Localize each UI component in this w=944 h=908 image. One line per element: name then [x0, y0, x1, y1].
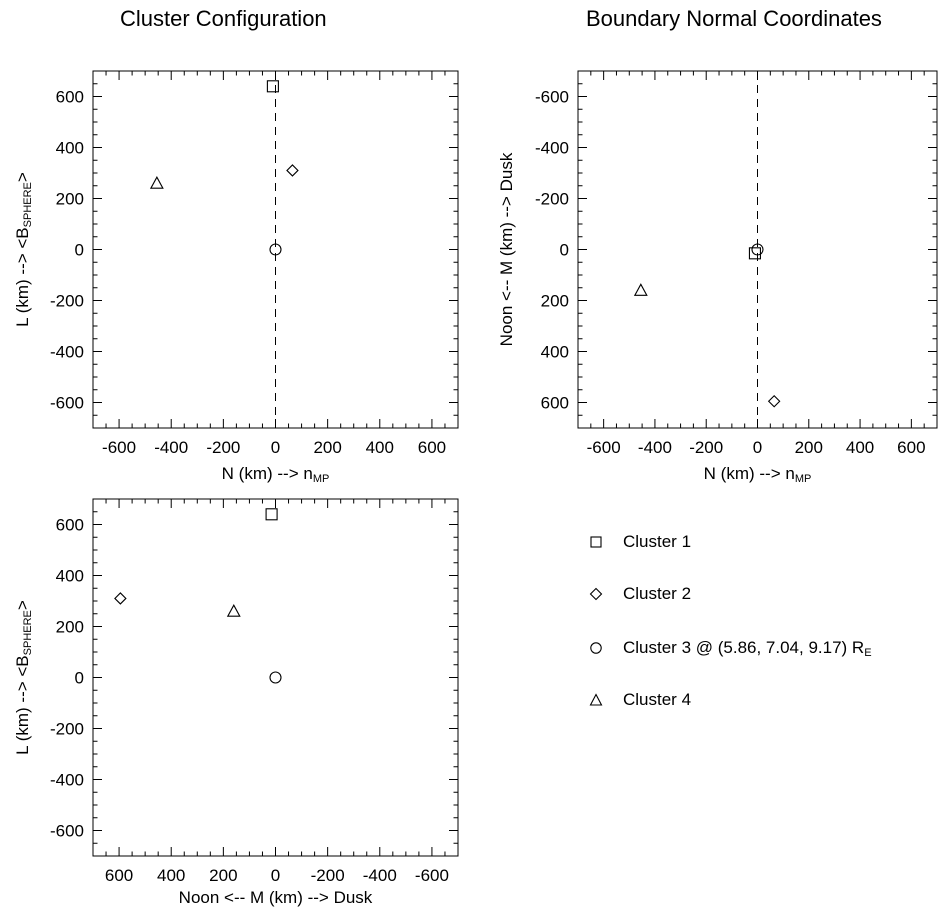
point-cluster-3: [751, 243, 764, 256]
x-tick-label: 600: [897, 438, 925, 457]
y-tick-label: 400: [56, 567, 84, 586]
y-tick-label: 0: [560, 241, 569, 260]
y-tick-label: 600: [56, 88, 84, 107]
y-tick-label: -600: [535, 88, 569, 107]
x-tick-label: -600: [587, 438, 621, 457]
x-tick-label: -600: [415, 866, 449, 885]
point-cluster-3: [269, 671, 282, 684]
diamond-icon: [589, 587, 603, 601]
x-tick-label: 0: [753, 438, 762, 457]
left-column-title: Cluster Configuration: [120, 6, 327, 31]
scatter-panel-n-m: -600 -400 -200 0 200 400 600 -600 -400 -200 0 200 40…: [497, 70, 938, 485]
y-tick-label: -200: [50, 292, 84, 311]
x-tick-label: 0: [271, 438, 280, 457]
y-tick-label: -400: [50, 771, 84, 790]
x-tick-label: 600: [418, 438, 446, 457]
x-tick-label: -400: [363, 866, 397, 885]
x-tick-label: 600: [105, 866, 133, 885]
plot-frame: [92, 498, 459, 857]
y-tick-label: 400: [541, 343, 569, 362]
plot-frame: [92, 70, 459, 429]
point-cluster-1: [265, 508, 278, 521]
point-cluster-1: [266, 80, 279, 93]
x-axis-label: N (km) --> nMP: [222, 464, 330, 485]
y-axis-label: Noon <-- M (km) --> Dusk: [497, 152, 516, 346]
y-axis-label: L (km) --> <BSPHERE>: [13, 172, 34, 327]
x-axis-label: N (km) --> nMP: [704, 464, 812, 485]
y-tick-label: -600: [50, 822, 84, 841]
point-cluster-2: [114, 592, 127, 605]
x-tick-label: 200: [209, 866, 237, 885]
y-tick-label: 200: [541, 292, 569, 311]
y-tick-label: -600: [50, 394, 84, 413]
x-tick-label: -200: [311, 866, 345, 885]
y-tick-label: -200: [535, 190, 569, 209]
legend-item-cluster-1: Cluster 1: [587, 530, 691, 554]
right-column-title: Boundary Normal Coordinates: [586, 6, 882, 31]
plot-frame: [577, 70, 938, 429]
x-axis-label: Noon <-- M (km) --> Dusk: [179, 888, 373, 907]
x-tick-label: 200: [795, 438, 823, 457]
x-tick-label: 400: [846, 438, 874, 457]
legend-label-cluster-4: Cluster 4: [623, 689, 692, 709]
x-tick-label: 400: [366, 438, 394, 457]
y-tick-label: 0: [75, 241, 84, 260]
y-tick-label: -200: [50, 720, 84, 739]
y-tick-label: 0: [75, 669, 84, 688]
scatter-panel-n-l: -600 -400 -200 0 200 400 600 -600 -400 -200 0 200 40…: [13, 70, 459, 485]
y-tick-label: -400: [535, 139, 569, 158]
point-cluster-4: [633, 283, 648, 296]
legend-item-cluster-3: Cluster 3 @ (5.86, 7.04, 9.17) RE: [587, 636, 872, 660]
y-axis-label: L (km) --> <BSPHERE>: [13, 600, 34, 755]
x-tick-label: 400: [157, 866, 185, 885]
point-cluster-2: [286, 164, 299, 177]
legend-label-cluster-3: Cluster 3 @ (5.86, 7.04, 9.17) RE: [623, 637, 872, 659]
x-tick-label: -600: [102, 438, 136, 457]
legend-label-cluster-1: Cluster 1: [623, 531, 692, 551]
y-tick-label: 400: [56, 139, 84, 158]
legend-item-cluster-4: Cluster 4: [587, 688, 691, 712]
circle-icon: [590, 642, 602, 654]
point-cluster-1: [748, 247, 761, 260]
point-cluster-4: [226, 604, 241, 617]
x-tick-label: -400: [154, 438, 188, 457]
x-tick-label: 200: [313, 438, 341, 457]
triangle-icon: [589, 693, 603, 706]
x-tick-label: -400: [638, 438, 672, 457]
legend-label-cluster-2: Cluster 2: [623, 583, 692, 603]
y-tick-label: 600: [541, 394, 569, 413]
x-tick-label: -200: [689, 438, 723, 457]
scatter-panel-m-l: -600 -400 -200 0 200 400 600 -600 -400 -200 0 200 40…: [13, 498, 459, 907]
y-tick-label: 200: [56, 190, 84, 209]
x-tick-label: 0: [271, 866, 280, 885]
legend-item-cluster-2: Cluster 2: [587, 582, 691, 606]
point-cluster-3: [269, 243, 282, 256]
point-cluster-2: [767, 394, 781, 408]
y-tick-label: 600: [56, 516, 84, 535]
square-icon: [590, 536, 602, 548]
y-tick-label: 200: [56, 618, 84, 637]
y-tick-label: -400: [50, 343, 84, 362]
point-cluster-4: [149, 176, 164, 189]
x-tick-label: -200: [206, 438, 240, 457]
